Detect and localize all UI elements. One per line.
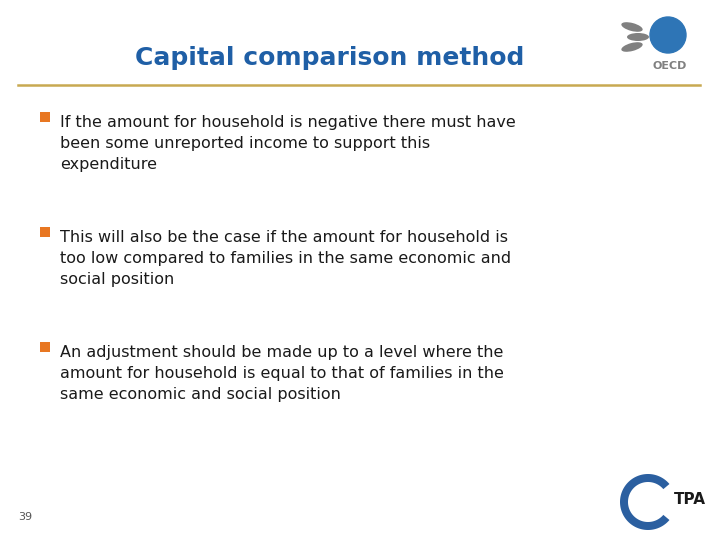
FancyBboxPatch shape <box>40 342 50 352</box>
Text: OECD: OECD <box>653 61 687 71</box>
Text: 39: 39 <box>18 512 32 522</box>
Text: Capital comparison method: Capital comparison method <box>135 46 525 70</box>
Circle shape <box>650 17 686 53</box>
Text: An adjustment should be made up to a level where the
amount for household is equ: An adjustment should be made up to a lev… <box>60 345 504 402</box>
FancyBboxPatch shape <box>40 227 50 237</box>
Text: If the amount for household is negative there must have
been some unreported inc: If the amount for household is negative … <box>60 115 516 172</box>
Ellipse shape <box>627 33 649 41</box>
Ellipse shape <box>621 22 643 32</box>
Text: This will also be the case if the amount for household is
too low compared to fa: This will also be the case if the amount… <box>60 230 511 287</box>
Text: TPA: TPA <box>674 492 706 508</box>
Polygon shape <box>620 474 670 530</box>
Ellipse shape <box>621 42 643 52</box>
FancyBboxPatch shape <box>40 112 50 122</box>
